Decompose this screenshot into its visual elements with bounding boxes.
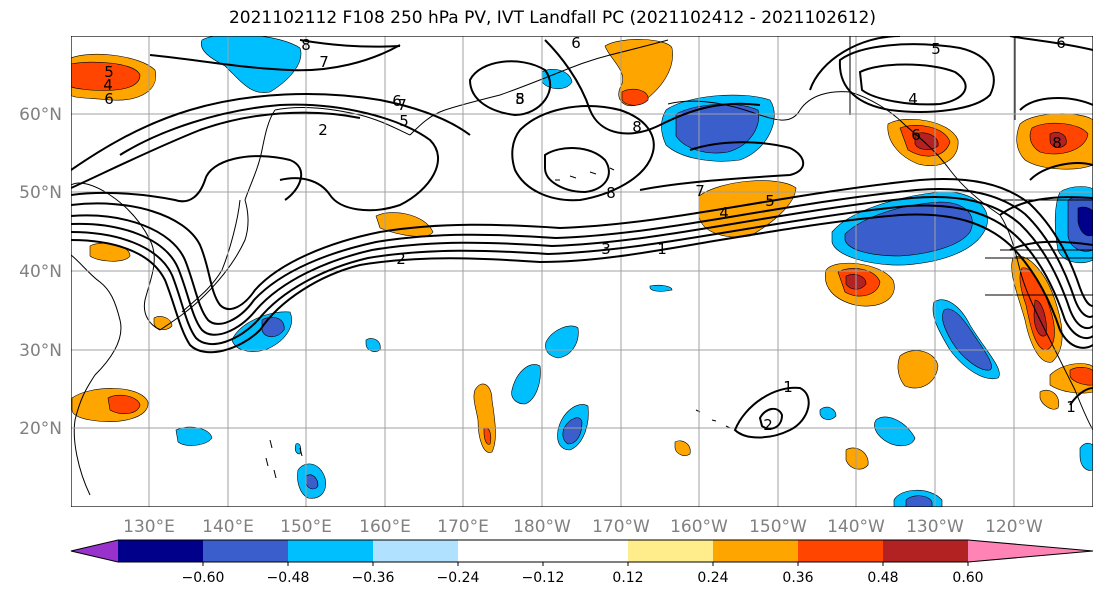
longitude-labels: 130°E 140°E 150°E 160°E 170°E 180°W 170°… bbox=[123, 517, 1043, 537]
contour-label: 7 bbox=[319, 53, 329, 71]
contour-label: 5 bbox=[399, 112, 409, 130]
lon-label: 150°E bbox=[280, 517, 332, 537]
contour-label: 6 bbox=[392, 92, 402, 110]
colorbar-ticks: −0.60 −0.48 −0.36 −0.24 −0.12 0.12 0.24 0.36 0.4… bbox=[182, 562, 984, 586]
contour-label: 5 bbox=[104, 63, 114, 81]
contour-label: 8 bbox=[301, 36, 311, 54]
colorbar-tick-label: −0.36 bbox=[352, 570, 395, 586]
map-title: 2021102112 F108 250 hPa PV, IVT Landfall… bbox=[228, 8, 876, 28]
lat-label: 50°N bbox=[19, 183, 62, 203]
colorbar-segment bbox=[118, 540, 204, 562]
colorbar-segment bbox=[458, 540, 544, 562]
gridlines bbox=[71, 36, 1093, 507]
map-panel: 8 7 6 5 4 6 5 6 7 8 2 6 5 8 8 7 4 5 2 3 … bbox=[71, 34, 1093, 507]
lon-label: 170°W bbox=[592, 517, 650, 537]
lon-label: 160°W bbox=[670, 517, 728, 537]
colorbar-tick-label: −0.48 bbox=[267, 570, 310, 586]
colorbar-segment bbox=[628, 540, 714, 562]
contour-label: 5 bbox=[765, 192, 775, 210]
colorbar-segment bbox=[543, 540, 629, 562]
latitude-labels: 60°N 50°N 40°N 30°N 20°N bbox=[19, 105, 62, 439]
contour-label: 4 bbox=[719, 204, 729, 222]
contour-label: 4 bbox=[103, 76, 113, 94]
contour-label: 2 bbox=[396, 250, 406, 268]
coastlines bbox=[71, 36, 1093, 496]
contour-label: 4 bbox=[908, 90, 918, 108]
colorbar-segments bbox=[70, 539, 1094, 563]
colorbar-segment bbox=[203, 540, 289, 562]
contour-label: 3 bbox=[601, 240, 611, 258]
lat-label: 20°N bbox=[19, 419, 62, 439]
lon-label: 170°E bbox=[437, 517, 489, 537]
colorbar-tick-label: 0.36 bbox=[782, 570, 813, 586]
lon-label: 130°W bbox=[906, 517, 964, 537]
contour-label: 1 bbox=[783, 378, 793, 396]
lon-label: 180°W bbox=[513, 517, 571, 537]
contour-label: 6 bbox=[911, 126, 921, 144]
lon-label: 120°W bbox=[985, 517, 1043, 537]
lon-label: 140°E bbox=[202, 517, 254, 537]
colorbar-tick-label: 0.48 bbox=[867, 570, 898, 586]
colorbar-tick-label: −0.60 bbox=[182, 570, 225, 586]
contour-label: 5 bbox=[931, 40, 941, 58]
colorbar-outline bbox=[70, 539, 1094, 563]
colorbar-tick-label: −0.12 bbox=[522, 570, 565, 586]
contour-label: 1 bbox=[657, 240, 667, 258]
lat-label: 40°N bbox=[19, 262, 62, 282]
lon-label: 140°W bbox=[827, 517, 885, 537]
colorbar-tick-label: 0.60 bbox=[952, 570, 983, 586]
contour-label: 1 bbox=[1066, 398, 1076, 416]
contour-label: 6 bbox=[1056, 34, 1066, 52]
colorbar: −0.60 −0.48 −0.36 −0.24 −0.12 0.12 0.24 0.36 0.4… bbox=[70, 539, 1094, 586]
contour-label: 2 bbox=[318, 121, 328, 139]
colorbar-segment bbox=[713, 540, 799, 562]
contour-labels: 8 7 6 5 4 6 5 6 7 8 2 6 5 8 8 7 4 5 2 3 … bbox=[103, 34, 1076, 434]
lon-label: 150°W bbox=[749, 517, 807, 537]
contour-label: 8 bbox=[632, 118, 642, 136]
colorbar-segment bbox=[288, 540, 374, 562]
pv-contours bbox=[71, 36, 1093, 439]
colorbar-segment bbox=[798, 540, 884, 562]
colorbar-segment bbox=[883, 540, 969, 562]
lat-label: 60°N bbox=[19, 105, 62, 125]
contour-label: 6 bbox=[571, 34, 581, 52]
colorbar-extend-high bbox=[968, 540, 1093, 562]
lat-label: 30°N bbox=[19, 341, 62, 361]
contour-label: 2 bbox=[763, 416, 773, 434]
colorbar-tick-label: 0.12 bbox=[612, 570, 643, 586]
colorbar-tick-label: −0.24 bbox=[437, 570, 480, 586]
contour-label: 5 bbox=[515, 90, 525, 108]
colorbar-segment bbox=[373, 540, 459, 562]
colorbar-tick-label: 0.24 bbox=[697, 570, 728, 586]
contour-label: 8 bbox=[515, 90, 525, 108]
contour-label: 7 bbox=[397, 96, 407, 114]
contour-label: 8 bbox=[606, 184, 616, 202]
contour-label: 7 bbox=[695, 182, 705, 200]
colorbar-extend-low bbox=[71, 540, 118, 562]
lon-label: 130°E bbox=[123, 517, 175, 537]
contour-label: 6 bbox=[104, 90, 114, 108]
contour-label: 8 bbox=[1052, 134, 1062, 152]
lon-label: 160°E bbox=[359, 517, 411, 537]
